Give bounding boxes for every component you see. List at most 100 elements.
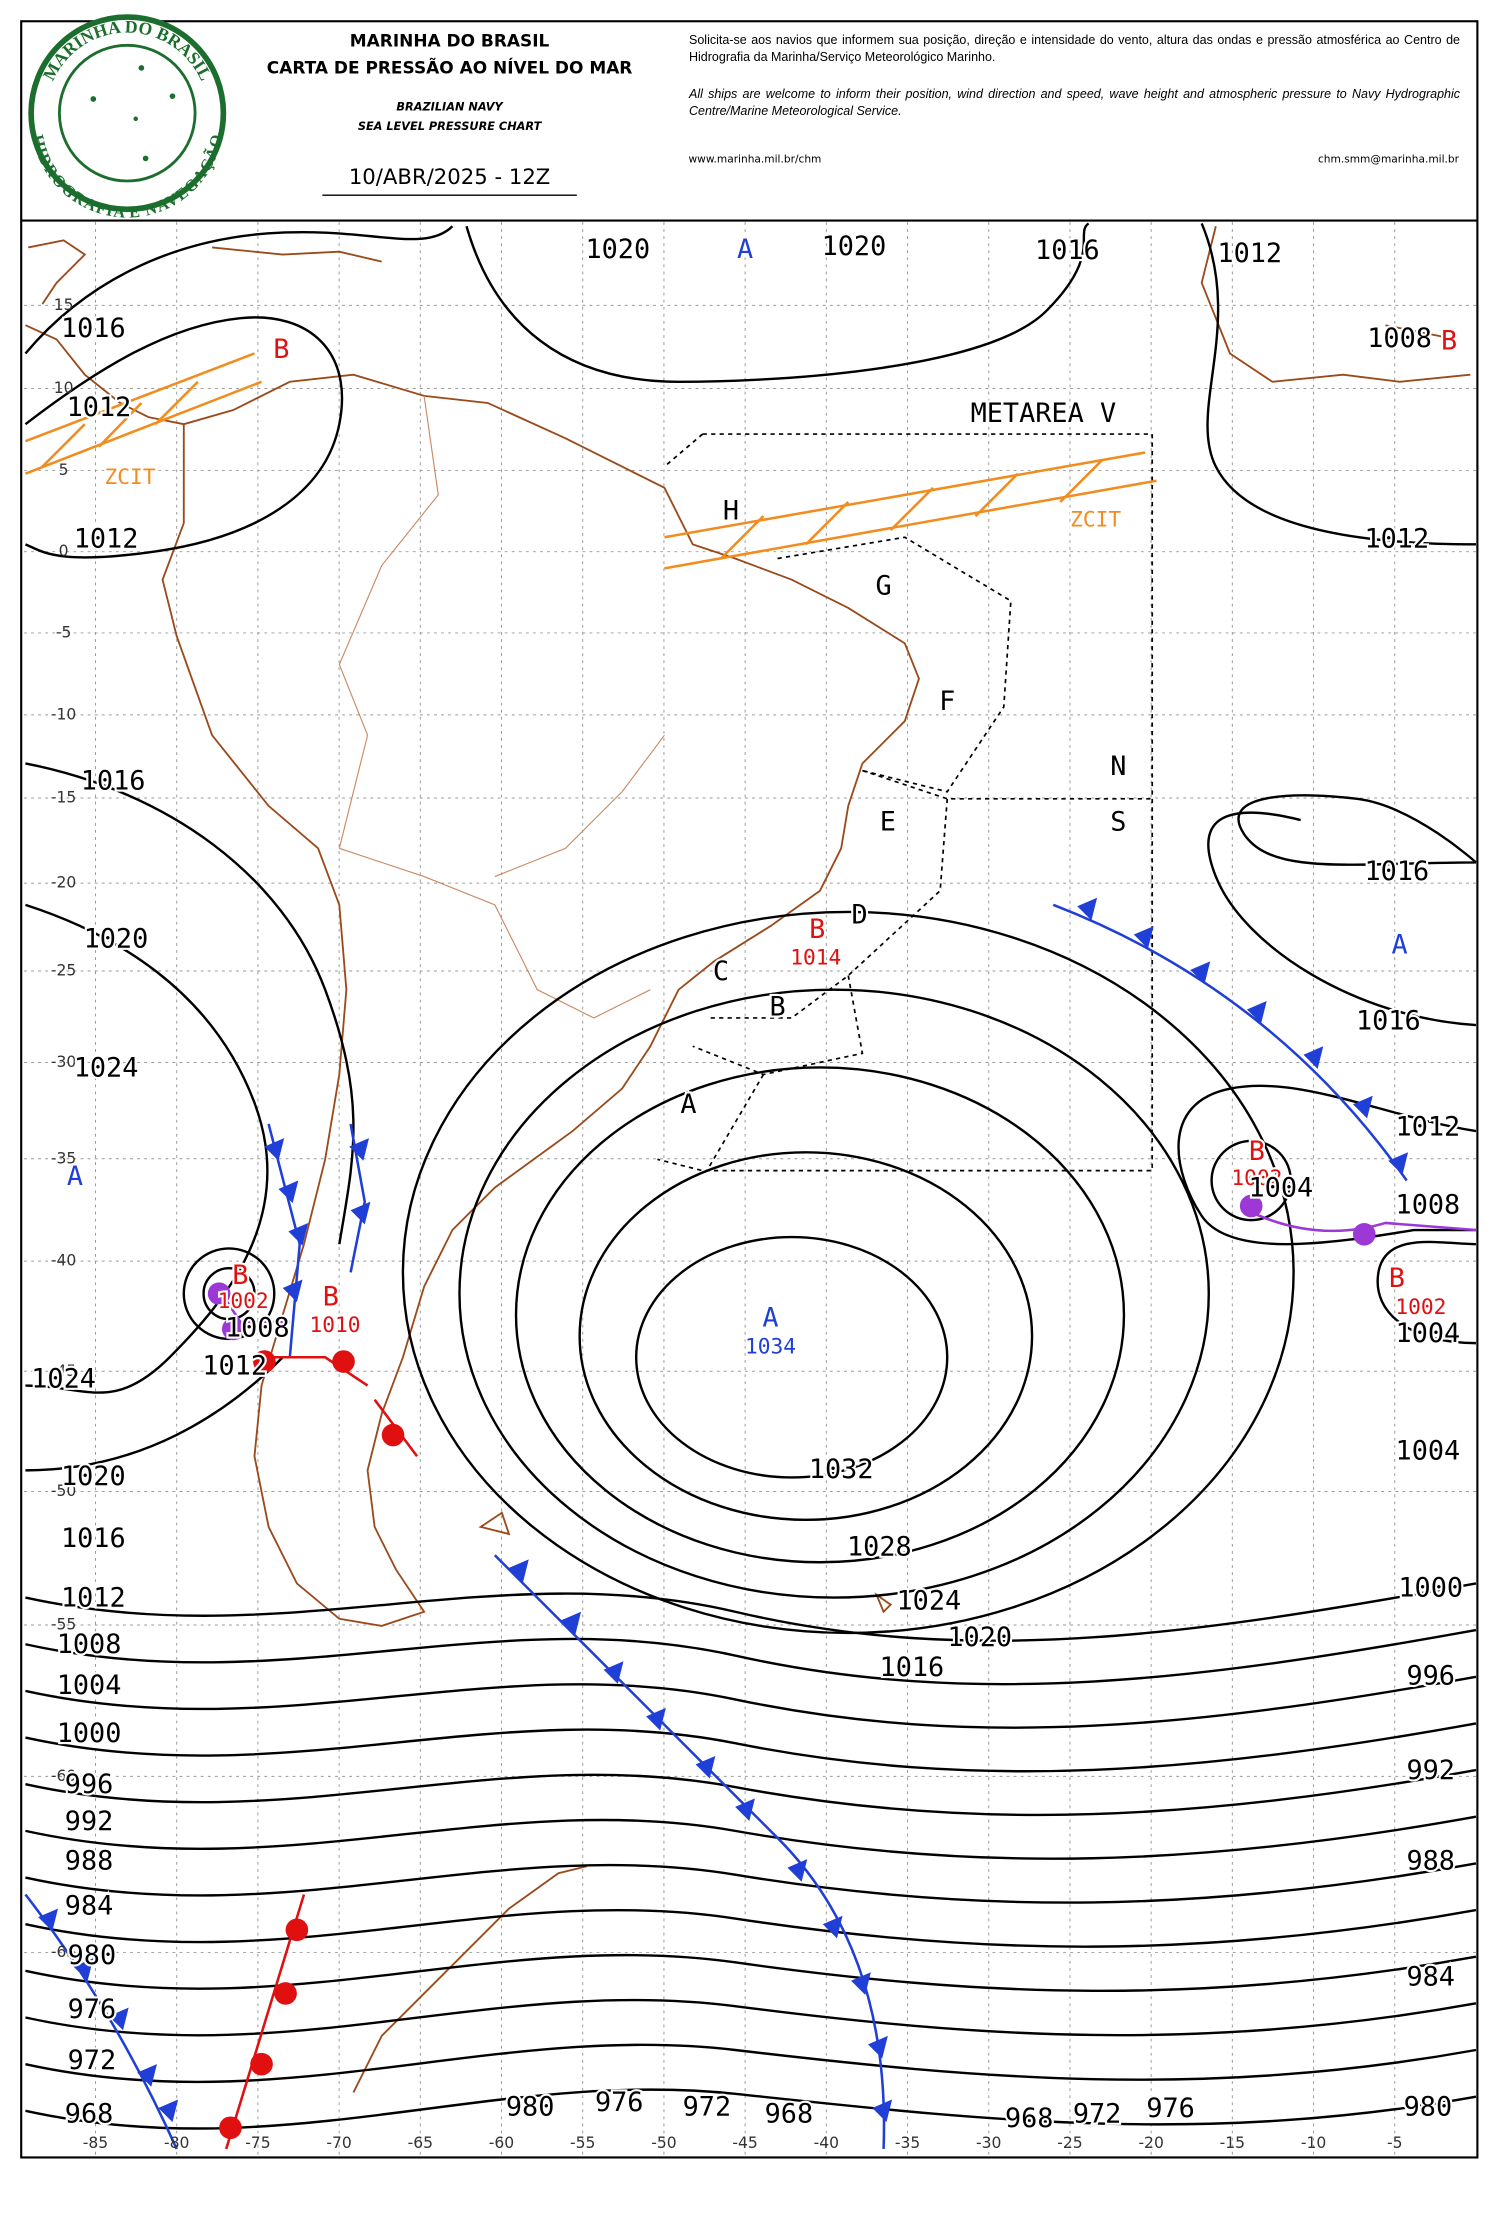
front [493, 1554, 886, 2150]
frame [20, 20, 1479, 2159]
front-symbol [851, 1972, 871, 1995]
front-symbol [561, 1611, 582, 1635]
star [133, 116, 138, 122]
x-tick-label: -85 [83, 2134, 108, 2152]
front-symbol [1303, 1046, 1324, 1069]
y-tick-label: 10 [54, 379, 74, 397]
front-symbol [264, 1138, 285, 1161]
front-symbol [278, 1180, 299, 1204]
front-symbol [38, 1908, 58, 1932]
front-symbol [508, 1559, 529, 1583]
y-tick-label: -10 [51, 705, 76, 723]
map-label: 972 [68, 2045, 117, 2076]
chart-title: CARTA DE PRESSÃO AO NÍVEL DO MAR [267, 56, 633, 78]
isobar [25, 762, 355, 1245]
border [338, 395, 665, 1019]
x-tick-label: -50 [651, 2134, 676, 2152]
map-label: A [1392, 929, 1408, 960]
x-tick-label: -45 [732, 2134, 757, 2152]
map-label: N [1110, 751, 1126, 782]
map-label: ZCIT [1070, 506, 1121, 531]
map-label: 1000 [57, 1718, 122, 1749]
isobar [25, 2088, 1477, 2130]
front-symbol [1133, 926, 1154, 949]
front-symbol [735, 1798, 755, 1821]
isobar [25, 1628, 1477, 1686]
y-tick-label: -30 [51, 1053, 76, 1071]
y-tick-label: -20 [51, 874, 76, 892]
map-label: 980 [506, 2091, 555, 2122]
x-tick-label: -55 [570, 2134, 595, 2152]
front-symbol [350, 1201, 371, 1225]
map-label: 1002 [1231, 1165, 1282, 1190]
x-tick-label: -30 [976, 2134, 1001, 2152]
coastline [352, 1511, 893, 2093]
map-label: 992 [65, 1806, 114, 1837]
map-label: 1012 [67, 392, 132, 423]
map-label: 972 [1073, 2099, 1122, 2130]
map-label: 1016 [61, 1523, 126, 1554]
front-symbol [274, 1982, 297, 2005]
front-symbol [288, 1222, 309, 1246]
isobar [25, 1768, 1477, 1817]
x-tick-label: -80 [164, 2134, 189, 2152]
map-label: F [939, 686, 955, 717]
map-label: 968 [65, 2099, 114, 2130]
y-tick-label: -55 [51, 1616, 76, 1634]
map-label: G [876, 570, 892, 601]
map-drawing [24, 222, 1477, 2157]
map-label: METAREA V [971, 398, 1117, 429]
front-symbol [603, 1661, 624, 1684]
x-tick-label: -60 [489, 2134, 514, 2152]
map-label: 1004 [57, 1670, 122, 1701]
isobar [25, 1862, 1477, 1904]
map-label: 988 [1406, 1845, 1455, 1876]
map-label: 968 [765, 2099, 814, 2130]
map-label: B [232, 1260, 248, 1291]
star [138, 65, 145, 71]
notice-pt: Solicita-se aos navios que informem sua … [689, 33, 1460, 64]
star [90, 96, 97, 102]
isobar [634, 1235, 949, 1479]
map-label: 1012 [1217, 238, 1282, 269]
map-label: 996 [65, 1769, 114, 1800]
map-label: 1002 [218, 1288, 269, 1313]
map-label: 1020 [84, 924, 149, 955]
isobar [1376, 1240, 1476, 1345]
y-tick-label: 0 [59, 542, 69, 560]
itcz [24, 352, 1157, 570]
front-symbol [1352, 1095, 1373, 1119]
front [267, 1123, 302, 1358]
chart-title-en: SEA LEVEL PRESSURE CHART [358, 120, 543, 133]
map-label: 984 [1406, 1961, 1455, 1992]
map-label: 996 [1406, 1660, 1455, 1691]
map-label: H [723, 495, 739, 526]
map-label: A [737, 234, 753, 265]
map-label: B [1249, 1136, 1265, 1167]
map-label: 1020 [947, 1622, 1012, 1653]
map-label: E [880, 806, 896, 837]
front-symbol [381, 1423, 405, 1447]
map-label: ZCIT [105, 464, 156, 489]
map-label: B [809, 914, 825, 945]
map-label: 1012 [1364, 524, 1429, 555]
front-symbol [282, 1279, 303, 1303]
map-label: 1004 [1396, 1318, 1461, 1349]
front-symbol [332, 1350, 355, 1373]
isobar [401, 910, 1295, 1635]
isobar [578, 1151, 1034, 1522]
isobar [25, 1582, 1477, 1642]
notice-en: All ships are welcome to inform their po… [689, 87, 1460, 118]
front-symbol [822, 1915, 843, 1939]
x-tick-label: -35 [895, 2134, 920, 2152]
isobar [25, 2043, 1477, 2084]
front-symbol [1190, 961, 1211, 985]
front-symbol [221, 1317, 245, 1341]
front-symbol [137, 2064, 157, 2087]
isobar [25, 1908, 1477, 1948]
map-label: 976 [595, 2087, 644, 2118]
map-label: 992 [1406, 1755, 1455, 1786]
front-symbol [1388, 1152, 1409, 1175]
